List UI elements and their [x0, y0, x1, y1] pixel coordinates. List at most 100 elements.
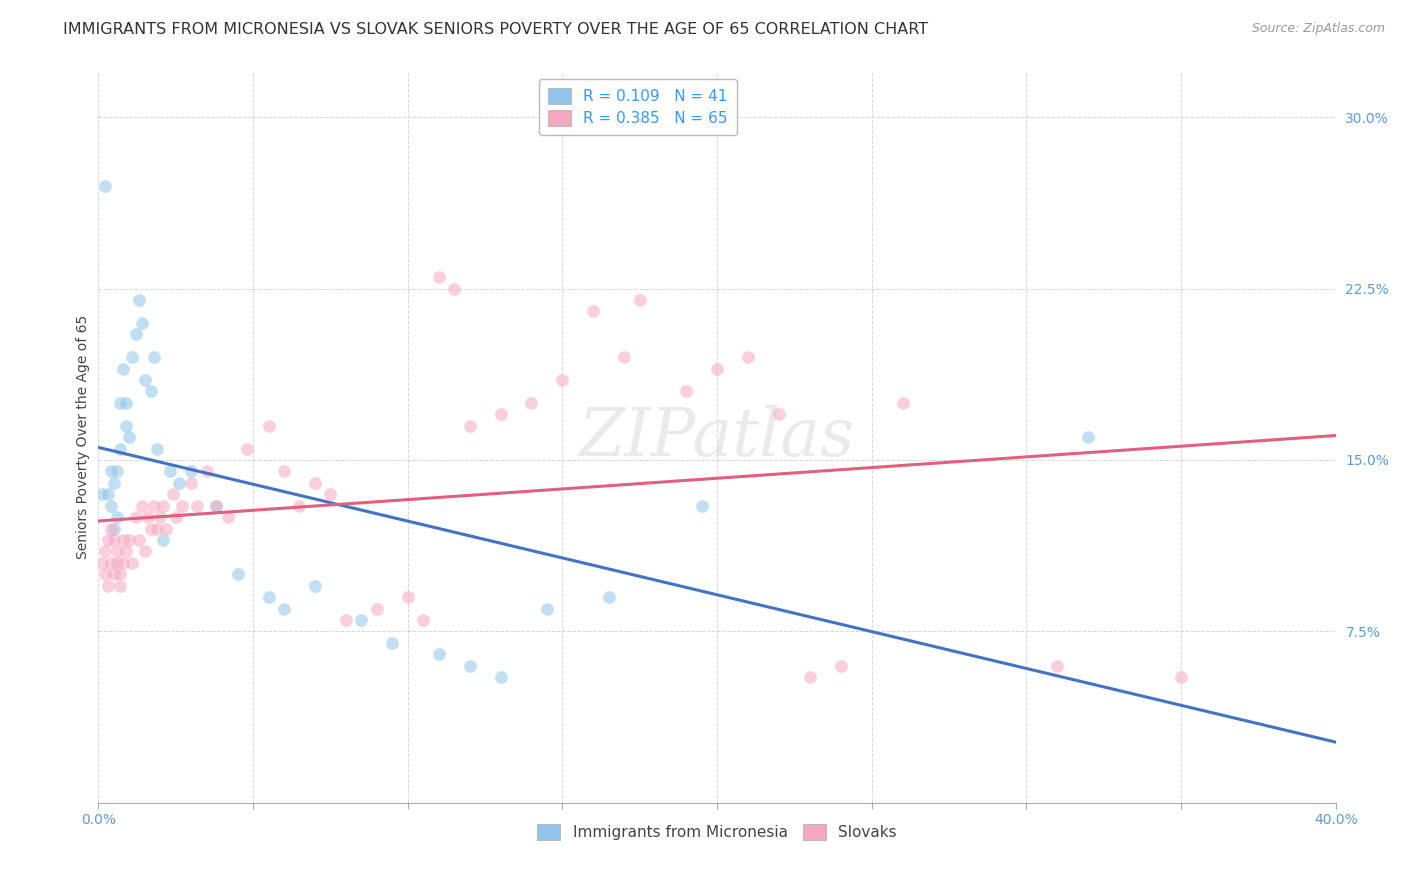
- Point: [170, 499, 193, 513]
- Point: [613, 350, 636, 364]
- Point: [304, 475, 326, 490]
- Point: [103, 533, 125, 547]
- Point: [236, 442, 259, 456]
- Point: [152, 533, 174, 547]
- Point: [143, 499, 166, 513]
- Point: [100, 556, 122, 570]
- Point: [93, 178, 115, 193]
- Point: [257, 590, 280, 604]
- Point: [180, 464, 202, 478]
- Point: [675, 384, 697, 399]
- Point: [97, 487, 120, 501]
- Point: [737, 350, 759, 364]
- Point: [105, 464, 128, 478]
- Point: [520, 396, 543, 410]
- Point: [112, 361, 135, 376]
- Point: [105, 556, 128, 570]
- Point: [891, 396, 914, 410]
- Point: [768, 407, 790, 421]
- Point: [97, 579, 120, 593]
- Point: [118, 430, 141, 444]
- Point: [121, 556, 143, 570]
- Point: [134, 544, 156, 558]
- Point: [105, 544, 128, 558]
- Point: [180, 475, 202, 490]
- Point: [112, 556, 135, 570]
- Point: [131, 316, 153, 330]
- Point: [335, 613, 357, 627]
- Point: [381, 636, 404, 650]
- Point: [90, 556, 112, 570]
- Text: IMMIGRANTS FROM MICRONESIA VS SLOVAK SENIORS POVERTY OVER THE AGE OF 65 CORRELAT: IMMIGRANTS FROM MICRONESIA VS SLOVAK SEN…: [63, 22, 928, 37]
- Point: [598, 590, 620, 604]
- Point: [139, 384, 162, 399]
- Point: [628, 293, 651, 307]
- Point: [799, 670, 821, 684]
- Point: [146, 442, 169, 456]
- Point: [146, 521, 169, 535]
- Point: [128, 293, 150, 307]
- Point: [162, 487, 184, 501]
- Point: [1077, 430, 1099, 444]
- Point: [489, 670, 512, 684]
- Point: [1170, 670, 1192, 684]
- Point: [103, 521, 125, 535]
- Point: [582, 304, 605, 318]
- Point: [489, 407, 512, 421]
- Point: [396, 590, 419, 604]
- Point: [115, 418, 138, 433]
- Point: [830, 658, 852, 673]
- Point: [124, 510, 146, 524]
- Point: [273, 601, 295, 615]
- Point: [108, 442, 131, 456]
- Point: [205, 499, 228, 513]
- Text: ZIPatlas: ZIPatlas: [579, 404, 855, 470]
- Point: [257, 418, 280, 433]
- Point: [93, 544, 115, 558]
- Point: [366, 601, 388, 615]
- Point: [288, 499, 311, 513]
- Point: [139, 521, 162, 535]
- Point: [108, 579, 131, 593]
- Point: [205, 499, 228, 513]
- Point: [427, 270, 450, 285]
- Point: [458, 658, 481, 673]
- Point: [167, 475, 190, 490]
- Point: [103, 475, 125, 490]
- Point: [706, 361, 728, 376]
- Point: [121, 350, 143, 364]
- Point: [103, 567, 125, 582]
- Point: [149, 510, 172, 524]
- Point: [118, 533, 141, 547]
- Point: [108, 396, 131, 410]
- Point: [165, 510, 187, 524]
- Text: Source: ZipAtlas.com: Source: ZipAtlas.com: [1251, 22, 1385, 36]
- Point: [100, 499, 122, 513]
- Legend: Immigrants from Micronesia, Slovaks: Immigrants from Micronesia, Slovaks: [531, 818, 903, 847]
- Point: [115, 544, 138, 558]
- Point: [195, 464, 218, 478]
- Point: [273, 464, 295, 478]
- Point: [105, 510, 128, 524]
- Point: [124, 327, 146, 342]
- Point: [226, 567, 249, 582]
- Point: [690, 499, 713, 513]
- Point: [551, 373, 574, 387]
- Point: [93, 567, 115, 582]
- Point: [536, 601, 558, 615]
- Point: [1046, 658, 1069, 673]
- Point: [108, 567, 131, 582]
- Point: [90, 487, 112, 501]
- Point: [97, 533, 120, 547]
- Point: [458, 418, 481, 433]
- Point: [186, 499, 208, 513]
- Point: [152, 499, 174, 513]
- Y-axis label: Seniors Poverty Over the Age of 65: Seniors Poverty Over the Age of 65: [76, 315, 90, 559]
- Point: [143, 350, 166, 364]
- Point: [112, 533, 135, 547]
- Point: [128, 533, 150, 547]
- Point: [412, 613, 434, 627]
- Point: [350, 613, 373, 627]
- Point: [304, 579, 326, 593]
- Point: [443, 281, 465, 295]
